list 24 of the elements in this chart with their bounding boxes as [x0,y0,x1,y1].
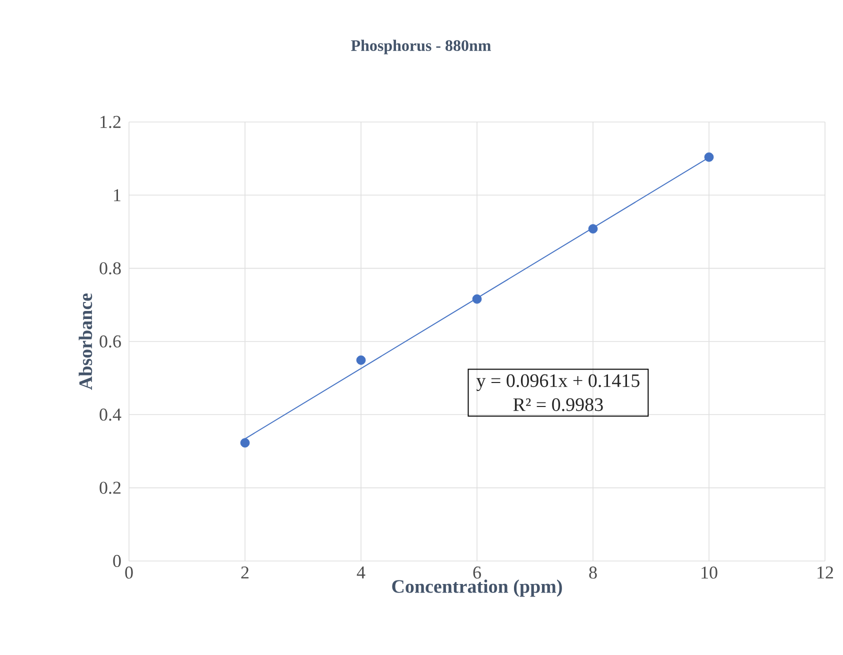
point [704,152,714,162]
annotation: y = 0.0961x + 0.1415 [476,374,640,391]
x-axis-title: Concentration (ppm) [392,580,562,597]
x-tick-label: 0 [125,566,133,579]
point [240,438,250,448]
y-tick-label: 0.2 [100,482,120,494]
y-tick-label: 0.4 [100,408,122,421]
x-tick-label: 12 [818,566,834,578]
x-tick-label: 2 [241,566,249,578]
x-tick-label: 8 [589,566,597,579]
y-tick-label: 0.8 [100,262,121,274]
point [472,294,482,304]
y-tick-label: 1 [114,189,120,202]
y-axis-title: Absorbance [78,293,92,390]
y-tick-label: 1.2 [100,116,120,128]
y-tick-label: 0 [113,554,121,568]
x-tick-label: 6 [473,566,481,579]
chart-title: Phosphorus - 880nm [351,40,491,54]
point [588,224,598,234]
x-tick-label: 4 [356,566,366,578]
y-tick-label: 0.6 [100,335,121,348]
annotation: R² = 0.9983 [513,398,603,412]
x-tick-label: 10 [702,566,718,579]
point [356,355,366,365]
